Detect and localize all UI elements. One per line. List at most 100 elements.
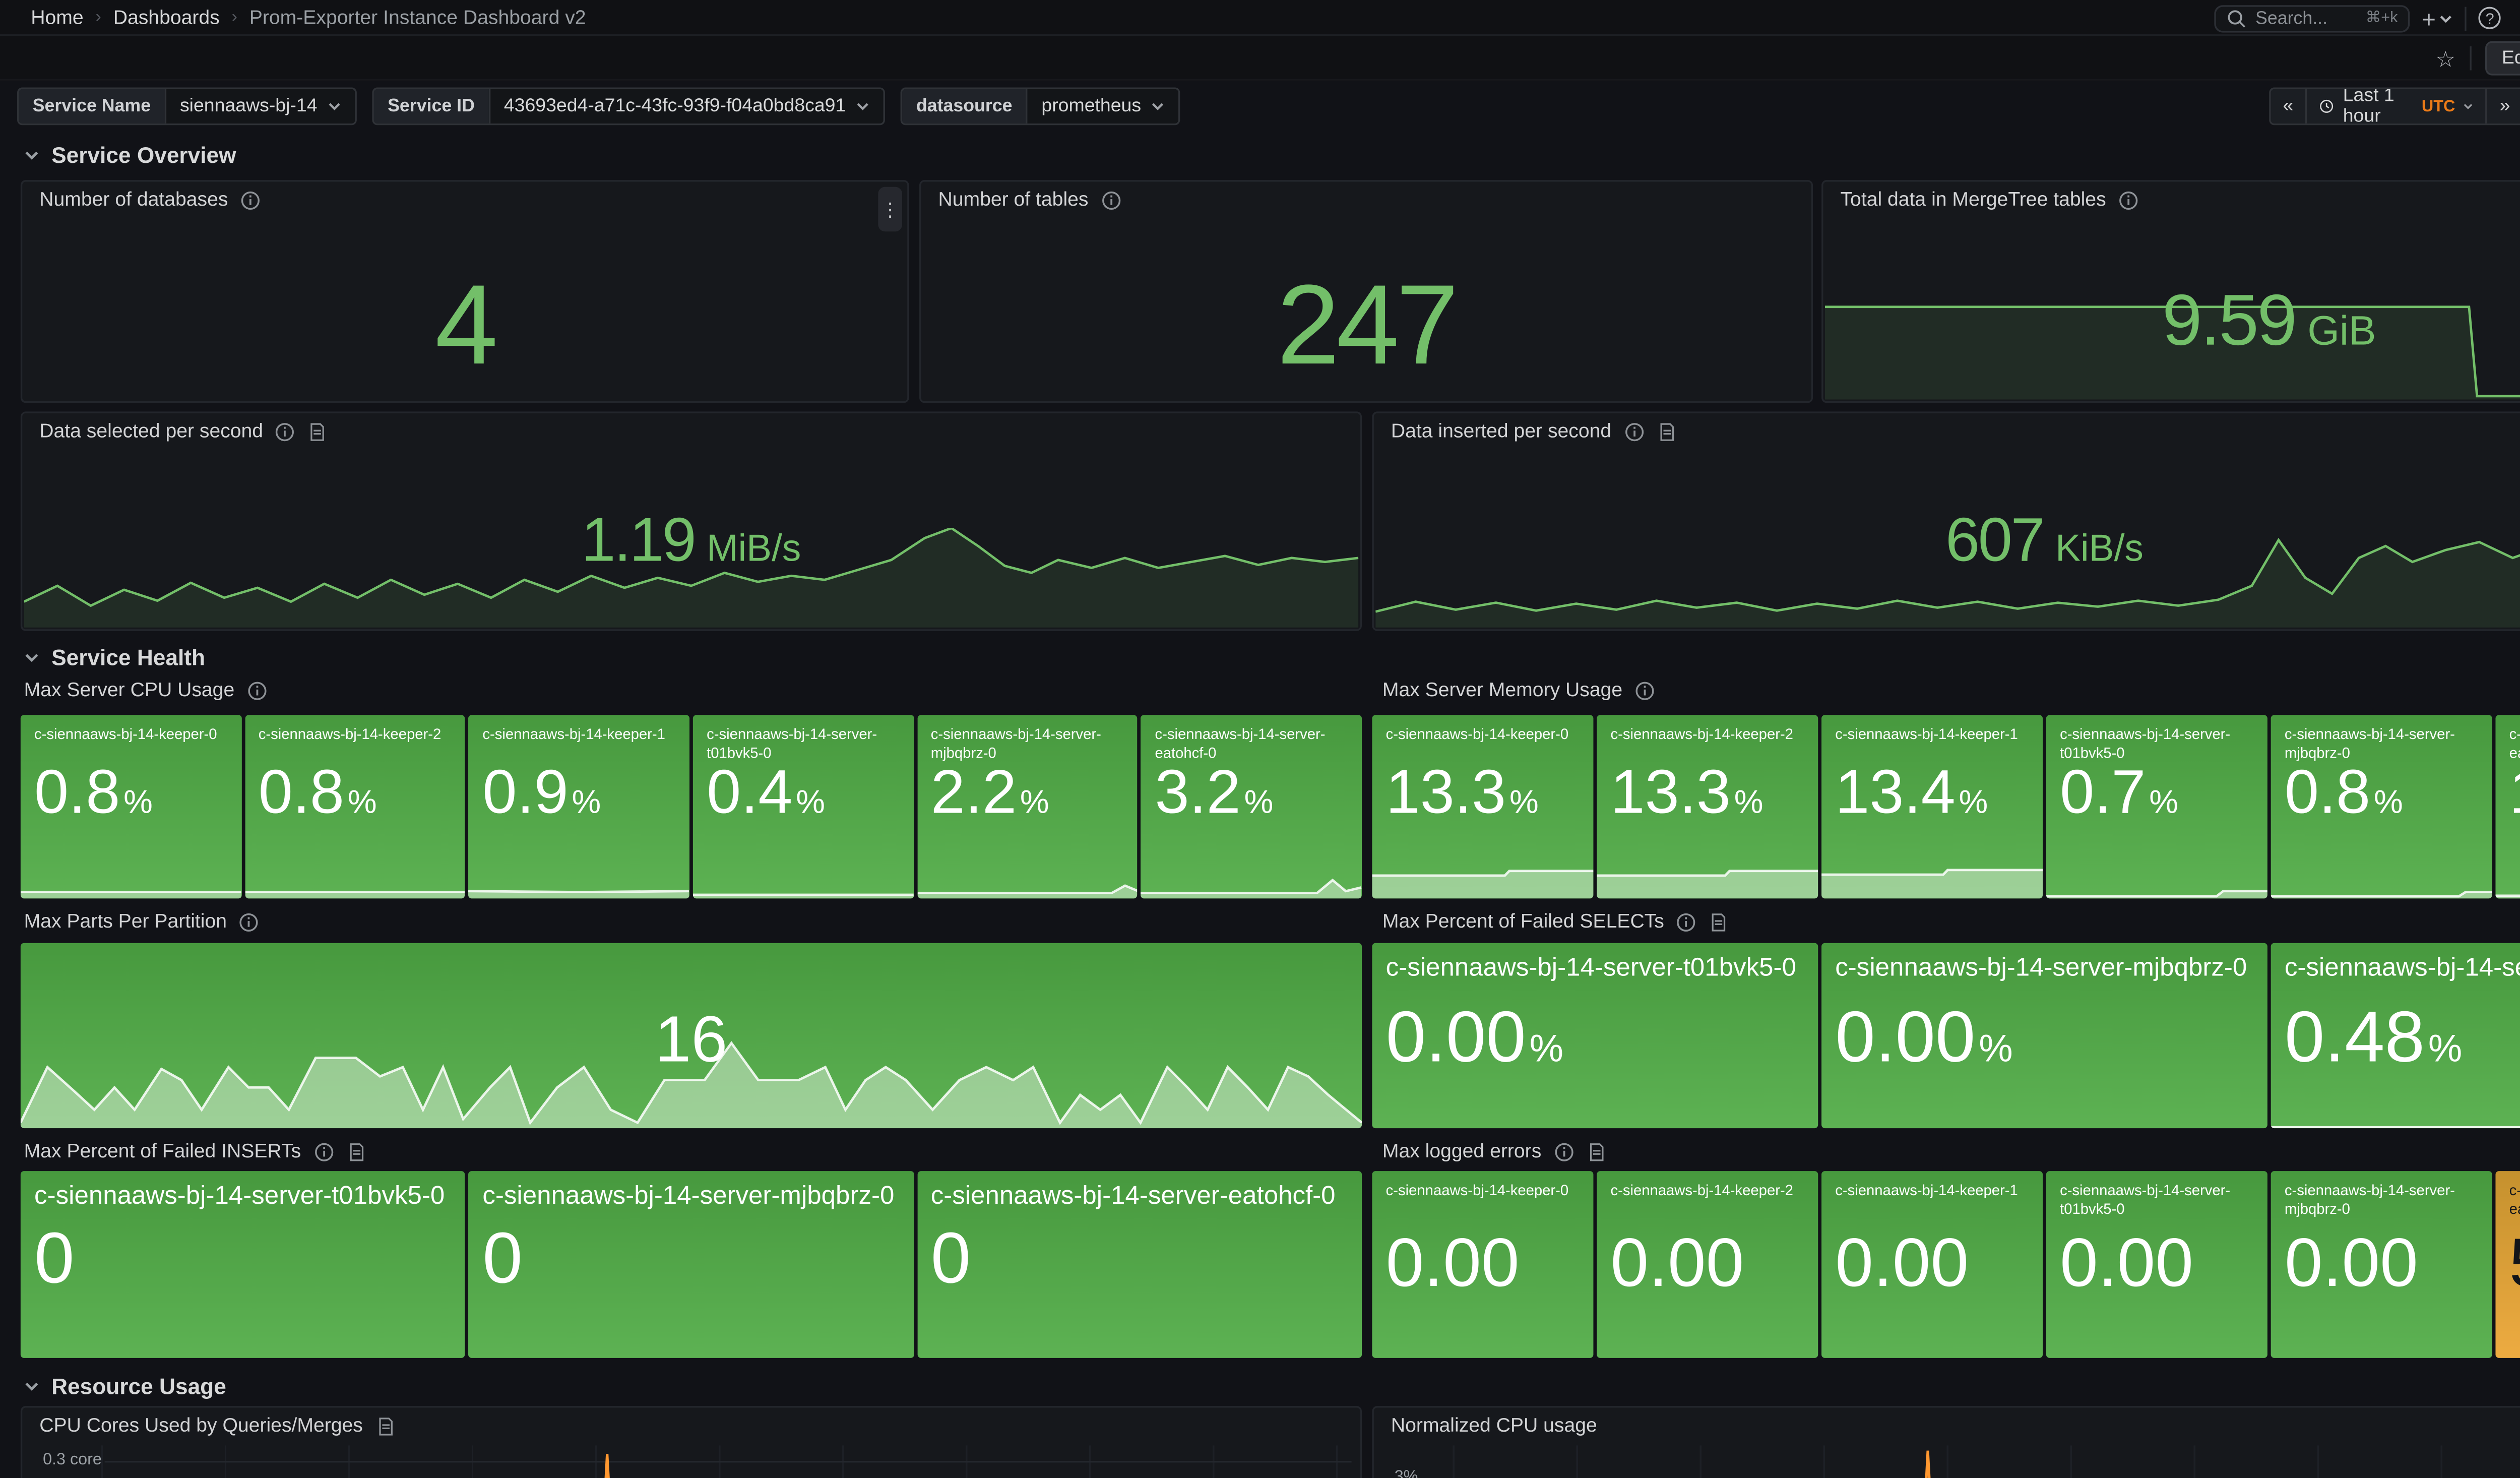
area-chart[interactable]: [1375, 528, 2520, 628]
tile-label: c-siennaaws-bj-14-server-mjbqbrz-0: [482, 1181, 895, 1211]
search-input[interactable]: [2255, 8, 2357, 29]
grid-line: [104, 1460, 1352, 1463]
tile-sparkline: [917, 715, 1138, 899]
tile-value: 0.7%: [2060, 756, 2178, 827]
tile-sparkline: [692, 715, 914, 899]
stat-value: 607 KiB/s: [1945, 504, 2144, 575]
time-shift-back-button[interactable]: «: [2271, 89, 2306, 124]
variable-value: siennaaws-bj-14: [179, 96, 318, 117]
section-title: Service Health: [51, 644, 206, 670]
tile-value: 0: [482, 1217, 523, 1298]
panel-title-failed-inserts[interactable]: Max Percent of Failed INSERTs: [24, 1142, 366, 1162]
panel-description-icon[interactable]: [308, 422, 329, 443]
tile-label: c-siennaaws-bj-14-keeper-0: [1385, 1181, 1569, 1199]
panel-title-max-logged-errors[interactable]: Max logged errors: [1382, 1142, 1607, 1162]
chevron-down-icon: [857, 103, 869, 110]
tile-label: c-siennaaws-bj-14-keeper-1: [1835, 725, 2018, 743]
panel-title-max-memory[interactable]: Max Server Memory Usage: [1382, 681, 1655, 701]
panel-title[interactable]: Normalized CPU usage: [1391, 1417, 1597, 1437]
failed-inserts-tiles: c-siennaaws-bj-14-server-t01bvk5-0 0 c-sie…: [20, 1171, 1362, 1358]
tile-value-suffix: %: [1959, 785, 1988, 822]
info-icon[interactable]: [313, 1142, 334, 1162]
panel-title[interactable]: Data selected per second: [39, 422, 328, 443]
info-icon[interactable]: [1553, 1142, 1574, 1162]
panel-description-icon[interactable]: [1586, 1142, 1607, 1162]
stat-tile: c-siennaaws-bj-14-server-mjbqbrz-0 2.2%: [917, 715, 1138, 899]
star-icon[interactable]: ☆: [2435, 45, 2456, 72]
info-icon[interactable]: [2118, 191, 2139, 211]
panel-menu-kebab-icon[interactable]: ⋮: [878, 187, 903, 232]
time-shift-forward-button[interactable]: »: [2486, 89, 2520, 124]
tile-value: 0.00: [2284, 1225, 2418, 1302]
divider: [2469, 46, 2471, 71]
add-button[interactable]: +: [2422, 6, 2453, 30]
area-chart[interactable]: [1824, 303, 2520, 400]
panel-title[interactable]: CPU Cores Used by Queries/Merges: [39, 1417, 395, 1437]
time-range-picker[interactable]: Last 1 hour UTC: [2305, 89, 2486, 124]
panel-description-icon[interactable]: [375, 1417, 396, 1437]
y-axis-tick: 3%: [1394, 1467, 1418, 1478]
variable-label: Service Name: [19, 89, 165, 124]
y-axis-tick: 0.3 core: [43, 1450, 102, 1469]
panel-title-text: Number of tables: [938, 190, 1089, 211]
stat-tile: c-siennaaws-bj-14-server-eatohcf-0 0: [917, 1171, 1362, 1358]
panel-title-max-parts[interactable]: Max Parts Per Partition: [24, 912, 260, 933]
info-icon[interactable]: [1100, 191, 1121, 211]
section-resource-usage[interactable]: Resource Usage: [24, 1374, 226, 1399]
help-icon[interactable]: ?: [2479, 7, 2501, 29]
tile-value: 0.00: [1610, 1225, 1744, 1302]
info-icon[interactable]: [239, 912, 260, 933]
orange-spike: [604, 1454, 610, 1478]
info-icon[interactable]: [1676, 912, 1697, 933]
chevron-down-icon: [329, 103, 340, 110]
panel-title-failed-selects[interactable]: Max Percent of Failed SELECTs: [1382, 912, 1729, 933]
panel-title[interactable]: Data inserted per second: [1391, 422, 1677, 443]
variable-datasource: datasource prometheus: [901, 87, 1181, 126]
edit-button[interactable]: Edit: [2484, 41, 2520, 76]
stat-tile: c-siennaaws-bj-14-server-eatohcf-0 5.00: [2495, 1171, 2520, 1358]
info-icon[interactable]: [275, 422, 296, 443]
tile-value: 1.4%: [2509, 761, 2520, 823]
info-icon[interactable]: [246, 681, 267, 701]
stat-value: 4: [435, 261, 498, 388]
tile-value: 0.8%: [258, 756, 377, 827]
search-box[interactable]: ⌘+k: [2214, 4, 2410, 32]
panel-title[interactable]: Number of tables: [938, 191, 1121, 211]
panel-title[interactable]: Total data in MergeTree tables: [1840, 191, 2138, 211]
panel-description-icon[interactable]: [1709, 912, 1729, 933]
stat-tile: c-siennaaws-bj-14-server-mjbqbrz-0 0: [469, 1171, 914, 1358]
section-service-health[interactable]: Service Health: [24, 645, 205, 670]
tile-value-suffix: %: [1734, 785, 1763, 822]
panel-title[interactable]: Number of databases: [39, 191, 261, 211]
service-name-select[interactable]: siennaaws-bj-14: [164, 89, 355, 124]
breadcrumb-home[interactable]: Home: [31, 8, 84, 29]
info-icon[interactable]: [240, 191, 261, 211]
area-chart[interactable]: [24, 528, 1359, 628]
stat-tile: c-siennaaws-bj-14-server-t01bvk5-0 0.00%: [1372, 943, 1818, 1129]
breadcrumb-dashboards[interactable]: Dashboards: [113, 8, 220, 29]
tile-label: c-siennaaws-bj-14-server-t01bvk5-0: [34, 1181, 445, 1211]
tile-label: c-siennaaws-bj-14-server-eatohcf-0: [930, 1181, 1336, 1211]
timezone-label: UTC: [2421, 97, 2455, 116]
section-service-overview[interactable]: Service Overview: [24, 142, 236, 168]
tile-sparkline: [2046, 715, 2267, 899]
stat-tile: c-siennaaws-bj-14-server-t01bvk5-0 0.00: [2046, 1171, 2267, 1358]
stat-tile: c-siennaaws-bj-14-server-t01bvk5-0 0: [20, 1171, 466, 1358]
chevron-down-icon: [2440, 15, 2452, 22]
datasource-select[interactable]: prometheus: [1026, 89, 1179, 124]
failed-selects-tiles: c-siennaaws-bj-14-server-t01bvk5-0 0.00% c…: [1372, 943, 2520, 1129]
info-icon[interactable]: [1623, 422, 1644, 443]
variable-service-id: Service ID 43693ed4-a71c-43fc-93f9-f04a0…: [372, 87, 886, 126]
stat-tile: c-siennaaws-bj-14-server-mjbqbrz-0 0.8%: [2271, 715, 2492, 899]
variables-bar: Service Name siennaaws-bj-14 Service ID …: [0, 82, 2520, 130]
panel-description-icon[interactable]: [346, 1142, 366, 1162]
tile-label: c-siennaaws-bj-14-server-eatohcf-0: [2509, 1181, 2520, 1217]
service-id-select[interactable]: 43693ed4-a71c-43fc-93f9-f04a0bd8ca91: [488, 89, 884, 124]
tile-value: 0.8%: [34, 756, 153, 827]
panel-title-max-cpu[interactable]: Max Server CPU Usage: [24, 681, 267, 701]
tile-value: 2.2%: [930, 756, 1049, 827]
panel-title-text: Data inserted per second: [1391, 421, 1612, 443]
info-icon[interactable]: [1634, 681, 1655, 701]
panel-description-icon[interactable]: [1656, 422, 1677, 443]
stat-tile: c-siennaaws-bj-14-server-eatohcf-0 3.2%: [1141, 715, 1362, 899]
